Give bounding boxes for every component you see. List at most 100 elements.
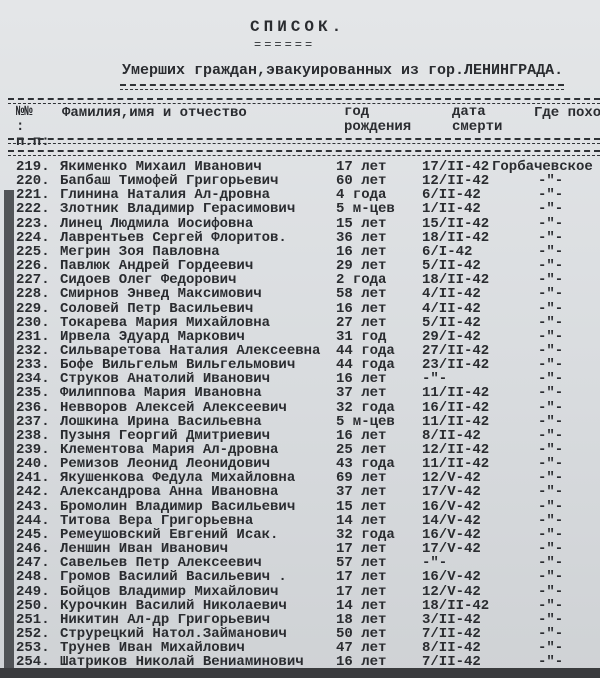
record-death-date: 15/II-42 [422, 215, 490, 232]
record-age: 14 лет [336, 597, 387, 614]
record-death-date: 17/V-42 [422, 484, 481, 501]
record-burial-place: -"- [538, 173, 564, 190]
record-age: 16 лет [336, 243, 387, 260]
record-name: Пузыня Георгий Дмитриевич [60, 427, 271, 444]
record-burial-place: -"- [538, 512, 564, 529]
subtitle-rule [120, 84, 564, 90]
record-age: 57 лет [336, 555, 387, 572]
record-name: Мегрин Зоя Павловна [60, 243, 220, 260]
header-name: Фамилия,имя и отчество [62, 105, 247, 121]
record-age: 15 лет [336, 215, 387, 232]
record-age: 37 лет [336, 385, 387, 402]
record-age: 17 лет [336, 569, 387, 586]
record-age: 36 лет [336, 229, 387, 246]
record-death-date: 6/II-42 [422, 187, 481, 204]
document-title: СПИСОК. [250, 18, 346, 36]
record-burial-place: -"- [538, 640, 564, 657]
record-number: 232. [16, 342, 50, 359]
record-burial-place: -"- [538, 385, 564, 402]
record-name: Громов Василий Васильевич . [60, 569, 287, 586]
record-age: 17 лет [336, 583, 387, 600]
record-death-date: 4/II-42 [422, 300, 481, 317]
record-death-date: 7/II-42 [422, 654, 481, 671]
record-name: Филиппова Мария Ивановна [60, 385, 262, 402]
record-number: 230. [16, 314, 50, 331]
record-name: Бойцов Владимир Михайлович [60, 583, 279, 600]
record-number: 252. [16, 625, 50, 642]
record-number: 251. [16, 611, 50, 628]
record-number: 227. [16, 272, 50, 289]
record-number: 236. [16, 399, 50, 416]
record-burial-place: -"- [538, 258, 564, 275]
record-age: 16 лет [336, 427, 387, 444]
record-death-date: 16/II-42 [422, 399, 490, 416]
record-death-date: 16/V-42 [422, 526, 481, 543]
record-number: 235. [16, 385, 50, 402]
record-number: 221. [16, 187, 50, 204]
record-name: Курочкин Василий Николаевич [60, 597, 287, 614]
header-birth-year: год рождения [344, 104, 412, 135]
record-number: 234. [16, 371, 50, 388]
record-age: 58 лет [336, 286, 387, 303]
record-age: 25 лет [336, 442, 387, 458]
record-age: 29 лет [336, 258, 387, 275]
record-death-date: 3/II-42 [422, 611, 481, 628]
record-burial-place: -"- [538, 555, 564, 572]
record-age: 27 лет [336, 314, 387, 331]
record-number: 220. [16, 173, 50, 190]
record-age: 15 лет [336, 498, 387, 515]
record-number: 247. [16, 555, 50, 572]
record-number: 233. [16, 357, 50, 374]
record-name: Никитин Ал-др Григорьевич [60, 611, 271, 628]
record-number: 222. [16, 201, 50, 218]
record-death-date: 8/II-42 [422, 640, 481, 657]
record-name: Токарева Мария Михайловна [60, 314, 271, 331]
record-death-date: 12/II-42 [422, 442, 490, 458]
record-age: 16 лет [336, 371, 387, 388]
record-age: 5 м-цев [336, 413, 395, 430]
record-name: Александрова Анна Ивановна [60, 484, 279, 501]
record-burial-place: -"- [538, 484, 564, 501]
record-burial-place: -"- [538, 201, 564, 218]
record-number: 254. [16, 654, 50, 671]
record-age: 4 года [336, 187, 387, 204]
record-name: Струков Анатолий Иванович [60, 371, 271, 388]
record-name: Ремизов Леонид Леонидович [60, 456, 271, 473]
record-name: Клементова Мария Ал-дровна [60, 442, 279, 458]
record-number: 219. [16, 159, 50, 175]
record-age: 44 года [336, 357, 395, 374]
record-number: 231. [16, 328, 50, 345]
record-name: Ирвела Эдуард Маркович [60, 328, 245, 345]
record-burial-place: -"- [538, 541, 564, 558]
record-name: Шатриков Николай Вениаминович [60, 654, 304, 671]
record-age: 60 лет [336, 173, 387, 190]
record-number: 253. [16, 640, 50, 657]
record-death-date: 23/II-42 [422, 357, 490, 374]
record-name: Злотник Владимир Герасимович [60, 201, 296, 218]
record-burial-place: -"- [538, 215, 564, 232]
record-death-date: -"- [422, 555, 448, 572]
record-death-date: 1/II-42 [422, 201, 481, 218]
record-age: 5 м-цев [336, 201, 395, 218]
record-death-date: 11/II-42 [422, 456, 490, 473]
record-death-date: 14/V-42 [422, 512, 481, 529]
record-number: 248. [16, 569, 50, 586]
record-name: Лошкина Ирина Васильевна [60, 413, 262, 430]
record-death-date: 7/II-42 [422, 625, 481, 642]
record-name: Бофе Вильгельм Вильгельмович [60, 357, 296, 374]
record-number: 246. [16, 541, 50, 558]
record-number: 244. [16, 512, 50, 529]
record-burial-place: -"- [538, 342, 564, 359]
record-number: 223. [16, 215, 50, 232]
record-burial-place: -"- [538, 328, 564, 345]
record-age: 50 лет [336, 625, 387, 642]
record-number: 245. [16, 526, 50, 543]
record-name: Глинина Наталия Ал-дровна [60, 187, 271, 204]
record-burial-place: -"- [538, 456, 564, 473]
record-name: Бромолин Владимир Васильевич [60, 498, 296, 515]
table-top-rule [8, 98, 600, 104]
record-burial-place: -"- [538, 399, 564, 416]
record-age: 2 года [336, 272, 387, 289]
record-death-date: 12/V-42 [422, 583, 481, 600]
record-burial-place: -"- [538, 427, 564, 444]
